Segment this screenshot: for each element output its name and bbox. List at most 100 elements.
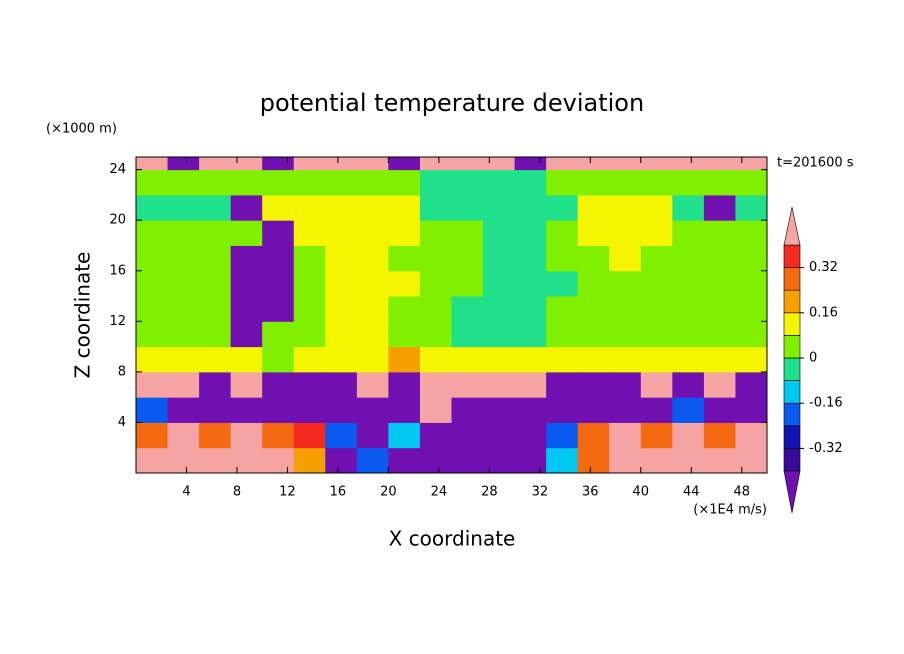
contour-cell <box>136 447 169 474</box>
contour-cell <box>451 157 484 171</box>
contour-cell <box>293 245 326 272</box>
contour-cell <box>609 371 642 398</box>
x-tick-label: 12 <box>279 485 296 500</box>
contour-cell <box>735 371 768 398</box>
contour-cell <box>703 397 736 423</box>
contour-cell <box>609 422 642 449</box>
contour-cell <box>609 346 642 373</box>
contour-cell <box>199 422 232 449</box>
contour-cell <box>167 346 200 373</box>
contour-cell <box>388 194 421 221</box>
contour-cell <box>230 397 263 423</box>
colorbar-box <box>783 402 801 427</box>
contour-cell <box>577 245 610 272</box>
contour-cell <box>609 296 642 322</box>
colorbar-box <box>783 380 801 404</box>
contour-cell <box>483 169 516 196</box>
contour-cell <box>136 270 169 297</box>
contour-cell <box>672 422 705 449</box>
contour-cell <box>672 371 705 398</box>
contour-cell <box>735 194 768 221</box>
contour-cell <box>419 371 452 398</box>
contour-cell <box>672 169 705 196</box>
contour-cell <box>640 194 673 221</box>
contour-cell <box>451 220 484 246</box>
contour-cell <box>199 157 232 171</box>
contour-cell <box>640 447 673 474</box>
contour-cell <box>514 447 547 474</box>
contour-cell <box>136 245 169 272</box>
contour-cell <box>609 157 642 171</box>
contour-cell <box>293 422 326 449</box>
contour-cell <box>546 220 579 246</box>
contour-cell <box>262 447 295 474</box>
colorbar-label: -0.16 <box>809 396 843 411</box>
y-tick-label: 20 <box>109 213 126 228</box>
contour-cell <box>356 422 389 449</box>
plot-frame <box>135 156 768 474</box>
contour-cell <box>640 321 673 348</box>
contour-cell <box>672 157 705 171</box>
contour-cell <box>167 321 200 348</box>
contour-cell <box>136 371 169 398</box>
contour-cell <box>451 371 484 398</box>
contour-cell <box>388 245 421 272</box>
contour-cell <box>262 397 295 423</box>
contour-cell <box>451 346 484 373</box>
contour-cell <box>577 397 610 423</box>
x-tick-label: 8 <box>233 485 241 500</box>
contour-cell <box>356 447 389 474</box>
contour-cell <box>167 169 200 196</box>
contour-cell <box>451 422 484 449</box>
colorbar-bottom <box>783 470 801 514</box>
contour-cell <box>703 220 736 246</box>
colorbar-label: 0 <box>809 351 817 366</box>
contour-cell <box>262 169 295 196</box>
contour-cell <box>609 321 642 348</box>
contour-cell <box>483 220 516 246</box>
contour-cell <box>356 194 389 221</box>
contour-cell <box>735 422 768 449</box>
contour-cell <box>419 270 452 297</box>
contour-cell <box>703 371 736 398</box>
contour-cell <box>609 397 642 423</box>
contour-cell <box>703 157 736 171</box>
colorbar-top <box>783 206 801 246</box>
contour-cell <box>419 422 452 449</box>
contour-cell <box>514 169 547 196</box>
contour-cell <box>640 220 673 246</box>
contour-cell <box>325 169 358 196</box>
contour-cell <box>577 169 610 196</box>
contour-cell <box>293 220 326 246</box>
contour-cell <box>199 220 232 246</box>
contour-cell <box>419 169 452 196</box>
contour-cell <box>546 321 579 348</box>
contour-cell <box>451 397 484 423</box>
contour-cell <box>199 169 232 196</box>
contour-cell <box>388 270 421 297</box>
contour-cell <box>672 270 705 297</box>
contour-cell <box>230 194 263 221</box>
contour-cell <box>356 245 389 272</box>
contour-cell <box>388 447 421 474</box>
contour-cell <box>483 157 516 171</box>
contour-cell <box>167 194 200 221</box>
contour-cell <box>703 346 736 373</box>
contour-cell <box>136 346 169 373</box>
contour-cell <box>609 447 642 474</box>
contour-cell <box>419 220 452 246</box>
contour-cell <box>167 270 200 297</box>
contour-cell <box>703 321 736 348</box>
contour-cell <box>293 371 326 398</box>
contour-cell <box>262 157 295 171</box>
contour-cell <box>167 220 200 246</box>
contour-cell <box>577 321 610 348</box>
contour-cell <box>388 371 421 398</box>
contour-cell <box>735 346 768 373</box>
contour-cell <box>325 397 358 423</box>
contour-cell <box>514 397 547 423</box>
contour-cell <box>577 270 610 297</box>
x-tick-label: 24 <box>431 485 448 500</box>
contour-cell <box>136 422 169 449</box>
